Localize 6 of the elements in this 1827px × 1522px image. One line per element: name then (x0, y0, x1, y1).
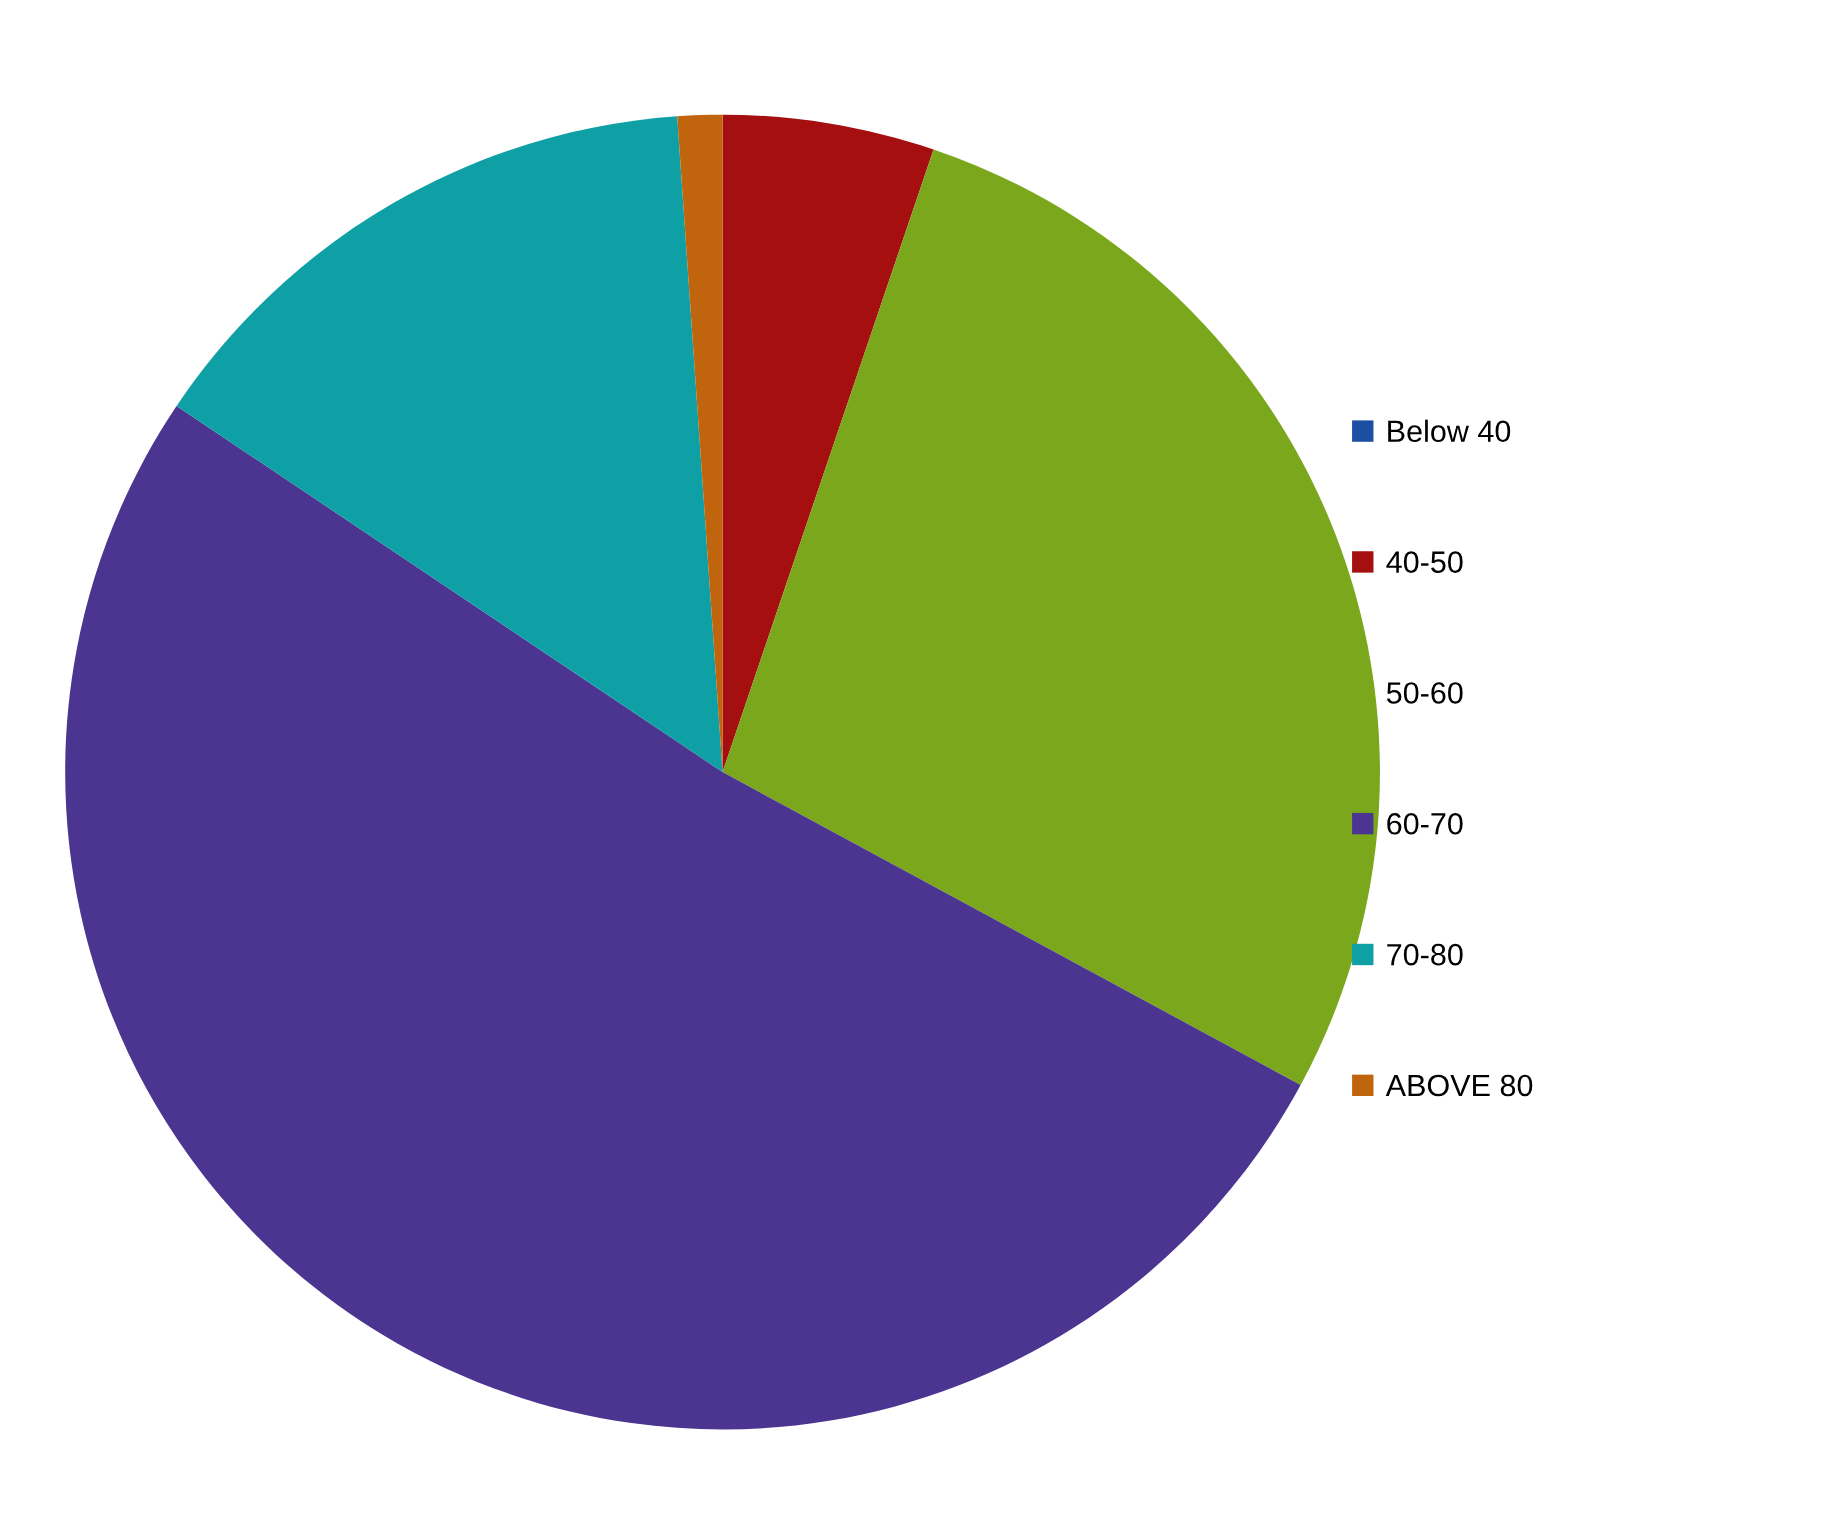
legend-label: ABOVE 80 (1385, 1074, 1533, 1097)
legend-label: 50-60 (1386, 682, 1463, 704)
legend-label: 60-70 (1387, 812, 1463, 835)
legend-label: Below 40 (1388, 419, 1511, 443)
legend-label: 70-80 (1387, 943, 1463, 966)
legend-label: 40-50 (1386, 551, 1463, 573)
